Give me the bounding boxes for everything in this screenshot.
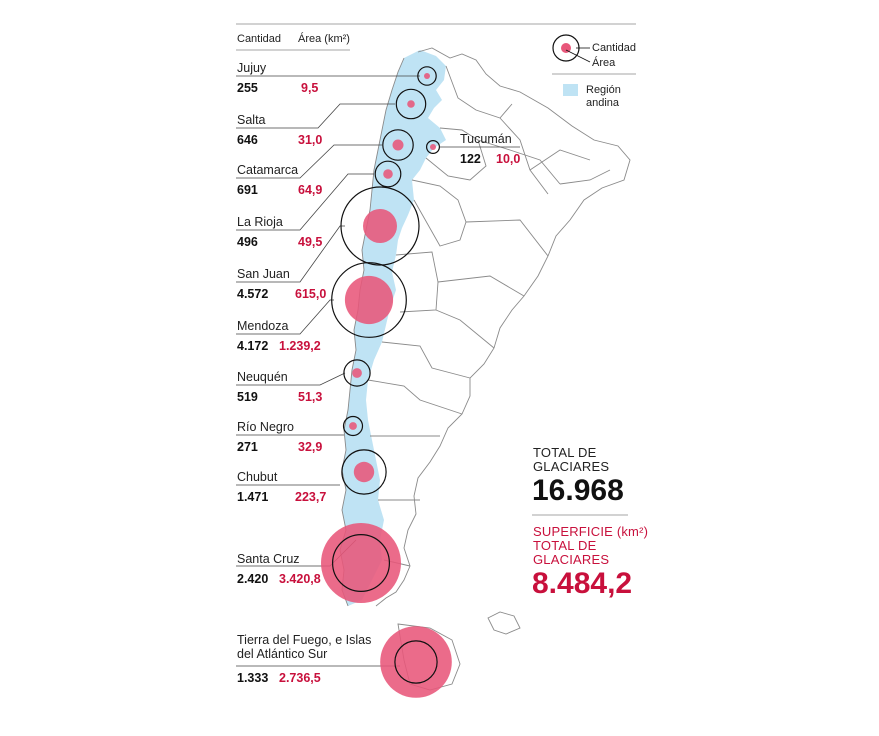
area-bubble [430, 144, 436, 150]
area-bubble [424, 73, 430, 79]
area-bubble [353, 461, 375, 483]
province-count: 4.572 [237, 287, 268, 301]
province-name: Río Negro [237, 420, 294, 434]
area-bubble [407, 100, 415, 108]
count-ring [332, 533, 391, 592]
count-ring [343, 359, 371, 387]
count-ring [426, 140, 441, 155]
leader-line [236, 225, 345, 283]
province-name: San Juan [237, 267, 290, 281]
province-area: 223,7 [295, 490, 326, 504]
leader-line [236, 103, 395, 129]
province-name: Mendoza [237, 319, 288, 333]
area-bubble [383, 169, 393, 179]
total-glaciers-label-1: TOTAL DE [533, 445, 597, 460]
total-area-value: 8.484,2 [532, 567, 632, 600]
province-name: Neuquén [237, 370, 288, 384]
count-ring [341, 449, 387, 495]
province-labels: Jujuy 255 9,5 Salta 646 31,0 Tucumán 122 10,0 Cat… [237, 61, 520, 685]
province-count: 255 [237, 81, 258, 95]
province-count: 1.333 [237, 671, 268, 685]
total-glaciers-label-2: GLACIARES [533, 459, 609, 474]
area-bubble [352, 368, 362, 378]
province-count: 691 [237, 183, 258, 197]
legend-count-label: Cantidad [592, 42, 636, 54]
province-count: 271 [237, 440, 258, 454]
area-bubble [363, 209, 397, 243]
legend: Cantidad Área Región andina [552, 34, 636, 109]
province-name: Catamarca [237, 163, 298, 177]
province-count: 519 [237, 390, 258, 404]
province-area: 615,0 [295, 287, 326, 301]
province-area: 51,3 [298, 390, 322, 404]
total-area-label-1: SUPERFICIE (km²) [533, 524, 648, 539]
province-area: 64,9 [298, 183, 322, 197]
province-area: 3.420,8 [279, 572, 321, 586]
province-area: 31,0 [298, 133, 322, 147]
total-glaciers-value: 16.968 [532, 474, 624, 507]
legend-area-label: Área [592, 56, 616, 69]
province-name: Santa Cruz [237, 552, 300, 566]
area-bubble [349, 422, 357, 430]
total-area-label-3: GLACIARES [533, 552, 609, 567]
totals: TOTAL DE GLACIARES 16.968 SUPERFICIE (km… [532, 445, 648, 600]
province-count: 646 [237, 133, 258, 147]
leader-line [236, 372, 346, 386]
count-ring [374, 160, 402, 188]
leader-line [236, 173, 374, 231]
province-name: del Atlántico Sur [237, 647, 327, 661]
province-name: La Rioja [237, 215, 283, 229]
argentina-map-outline [339, 47, 631, 691]
province-count: 122 [460, 152, 481, 166]
count-ring [342, 415, 364, 437]
province-name: Tierra del Fuego, e Islas [237, 633, 371, 647]
area-bubble [380, 626, 452, 698]
province-name: Salta [237, 113, 266, 127]
province-area: 1.239,2 [279, 339, 321, 353]
area-bubble [344, 275, 394, 325]
leader-line [236, 144, 382, 179]
province-count: 2.420 [237, 572, 268, 586]
province-name: Tucumán [460, 132, 512, 146]
count-ring [394, 640, 438, 684]
header-area: Área (km²) [298, 32, 350, 45]
province-area: 2.736,5 [279, 671, 321, 685]
province-bubbles [321, 66, 452, 698]
province-name: Chubut [237, 470, 278, 484]
area-bubble [392, 139, 404, 151]
province-count: 1.471 [237, 490, 268, 504]
province-name: Jujuy [237, 61, 267, 75]
total-area-label-2: TOTAL DE [533, 538, 597, 553]
province-area: 9,5 [301, 81, 318, 95]
province-area: 10,0 [496, 152, 520, 166]
province-area: 49,5 [298, 235, 322, 249]
count-ring [417, 66, 437, 86]
count-ring [331, 262, 407, 338]
count-ring [382, 129, 414, 161]
legend-area-dot [561, 43, 571, 53]
legend-region-swatch [563, 84, 578, 96]
legend-region-label-2: andina [586, 97, 620, 109]
legend-region-label-1: Región [586, 84, 621, 96]
province-count: 496 [237, 235, 258, 249]
count-ring [340, 186, 420, 266]
province-count: 4.172 [237, 339, 268, 353]
province-area: 32,9 [298, 440, 322, 454]
count-ring [395, 88, 427, 120]
header-count: Cantidad [237, 33, 281, 45]
